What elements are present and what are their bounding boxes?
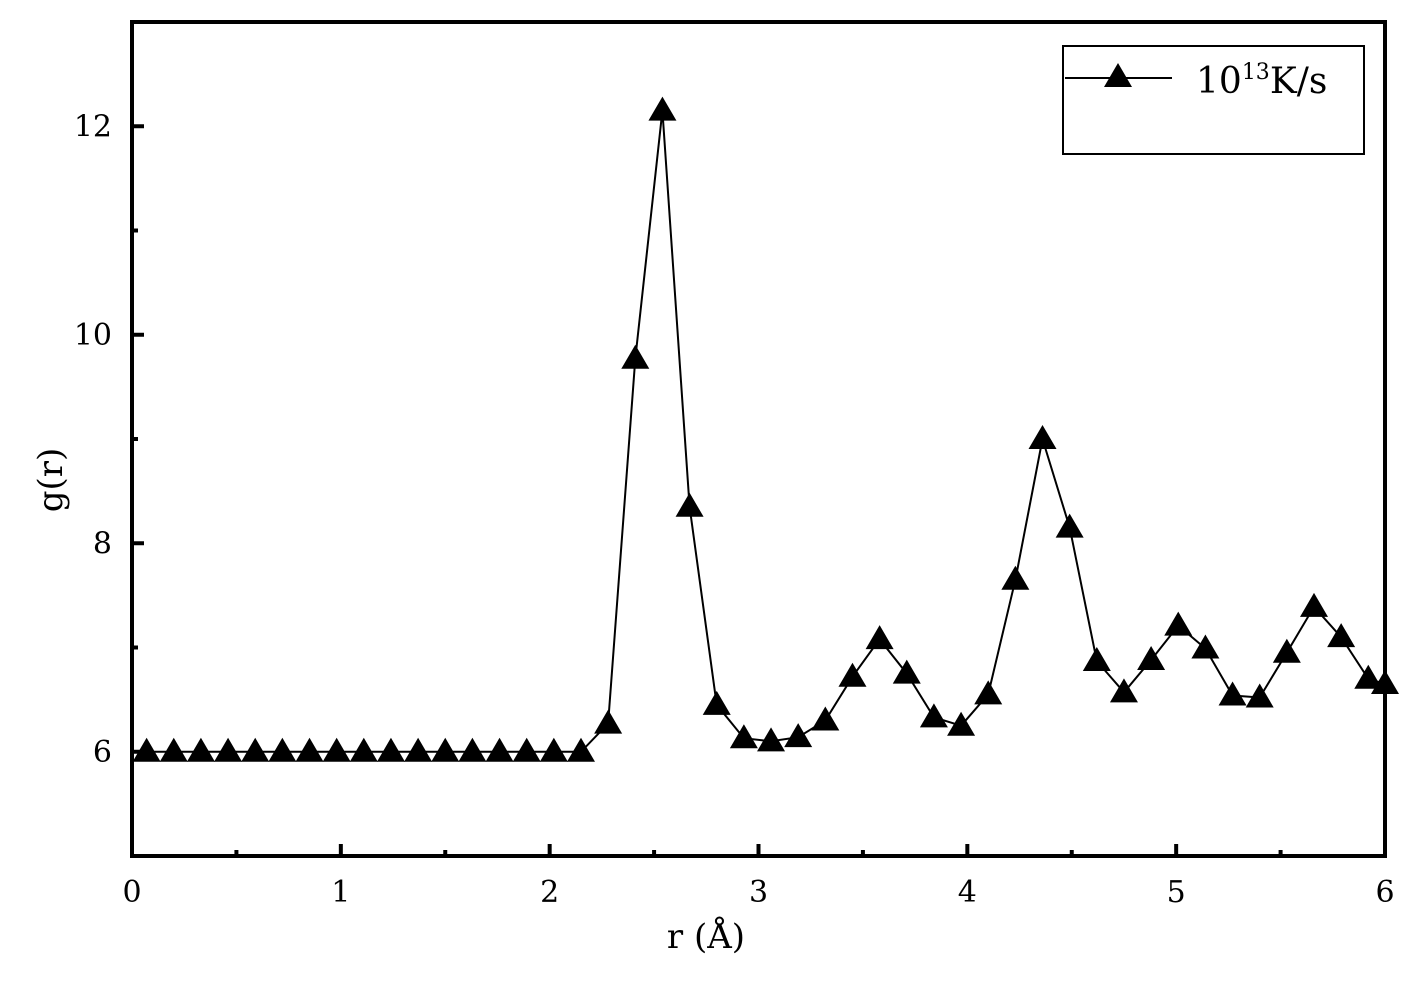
legend-base: 10 bbox=[1196, 61, 1242, 102]
legend-unit: K/s bbox=[1270, 61, 1328, 102]
data-point-triangle bbox=[376, 737, 405, 762]
data-point-triangle bbox=[702, 690, 731, 715]
data-point-triangle bbox=[1272, 638, 1301, 663]
legend-box bbox=[1062, 45, 1365, 155]
data-point-triangle bbox=[1082, 647, 1111, 672]
data-point-triangle bbox=[1299, 592, 1328, 617]
data-point-triangle bbox=[431, 737, 460, 762]
data-point-triangle bbox=[974, 680, 1003, 705]
data-point-triangle bbox=[865, 625, 894, 650]
data-point-triangle bbox=[1028, 425, 1057, 449]
data-point-triangle bbox=[214, 737, 243, 762]
x-tick-label: 1 bbox=[331, 875, 350, 910]
legend-triangle-marker bbox=[1104, 63, 1132, 87]
data-point-triangle bbox=[1055, 513, 1084, 538]
data-point-triangle bbox=[295, 737, 324, 762]
data-point-triangle bbox=[1164, 611, 1193, 636]
data-point-triangle bbox=[1245, 683, 1274, 708]
data-point-triangle bbox=[322, 737, 351, 762]
data-point-triangle bbox=[594, 709, 623, 734]
data-point-triangle bbox=[268, 737, 297, 762]
x-tick-label: 6 bbox=[1375, 875, 1394, 910]
data-point-triangle bbox=[458, 737, 487, 762]
y-tick-label: 10 bbox=[74, 318, 112, 353]
x-tick-label: 3 bbox=[749, 875, 768, 910]
data-point-triangle bbox=[675, 492, 704, 517]
data-point-triangle bbox=[757, 727, 786, 752]
x-tick-label: 2 bbox=[540, 875, 559, 910]
data-point-triangle bbox=[1327, 623, 1356, 648]
y-tick-label: 12 bbox=[74, 109, 112, 144]
data-point-triangle bbox=[838, 662, 867, 687]
data-point-triangle bbox=[1137, 646, 1166, 671]
data-point-triangle bbox=[947, 711, 976, 736]
data-point-triangle bbox=[1218, 681, 1247, 706]
x-axis-title: r (Å) bbox=[667, 916, 745, 957]
data-point-triangle bbox=[404, 737, 433, 762]
data-point-triangle bbox=[811, 706, 840, 731]
data-point-triangle bbox=[512, 737, 541, 762]
data-point-triangle bbox=[132, 737, 161, 762]
data-point-triangle bbox=[539, 737, 568, 762]
x-tick-label: 0 bbox=[122, 875, 141, 910]
data-point-triangle bbox=[1001, 565, 1030, 590]
plot-layer bbox=[132, 96, 1399, 762]
data-point-triangle bbox=[186, 737, 215, 762]
y-axis-title: g(r) bbox=[31, 448, 71, 513]
data-point-triangle bbox=[784, 723, 813, 748]
data-point-triangle bbox=[1109, 678, 1138, 703]
data-point-triangle bbox=[648, 96, 677, 121]
data-point-triangle bbox=[241, 737, 270, 762]
x-tick-label: 5 bbox=[1167, 875, 1186, 910]
data-point-triangle bbox=[621, 344, 650, 369]
legend: 1013K/s bbox=[1062, 45, 1365, 155]
legend-exponent: 13 bbox=[1242, 60, 1270, 85]
data-point-triangle bbox=[892, 659, 921, 684]
data-point-triangle bbox=[729, 724, 758, 749]
data-point-triangle bbox=[349, 737, 378, 762]
data-point-triangle bbox=[919, 703, 948, 728]
y-tick-label: 6 bbox=[93, 735, 112, 770]
legend-label: 1013K/s bbox=[1196, 60, 1327, 102]
x-tick-label: 4 bbox=[958, 875, 977, 910]
data-point-triangle bbox=[1191, 634, 1220, 659]
data-point-triangle bbox=[1354, 664, 1383, 689]
data-point-triangle bbox=[485, 737, 514, 762]
data-point-triangle bbox=[566, 737, 595, 762]
y-tick-label: 8 bbox=[93, 526, 112, 561]
data-point-triangle bbox=[159, 737, 188, 762]
